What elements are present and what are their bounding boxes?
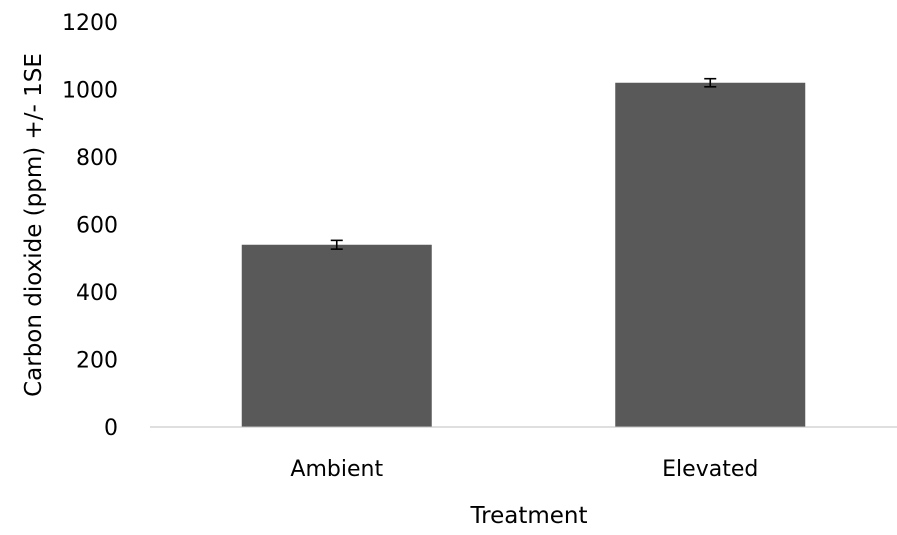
x-category-label: Elevated <box>662 457 758 482</box>
error-bars-group <box>330 77 717 250</box>
bar-elevated <box>615 82 806 427</box>
error-bar-elevated <box>704 77 717 88</box>
y-tick-label: 600 <box>76 214 118 239</box>
y-tick-label: 0 <box>104 416 118 441</box>
y-tick-label: 800 <box>76 146 118 171</box>
x-axis-title: Treatment <box>469 503 587 529</box>
x-category-labels: Ambient Elevated <box>290 457 758 482</box>
x-category-label: Ambient <box>290 457 383 482</box>
y-tick-label: 1200 <box>62 11 118 36</box>
bars-group <box>241 82 806 427</box>
y-tick-label: 1000 <box>62 79 118 104</box>
y-tick-labels: 0 200 400 600 800 1000 1200 <box>62 11 118 441</box>
y-axis-title: Carbon dioxide (ppm) +/- 1SE <box>21 53 47 397</box>
bar-ambient <box>241 244 432 427</box>
y-tick-label: 200 <box>76 349 118 374</box>
y-tick-label: 400 <box>76 281 118 306</box>
error-bar-ambient <box>330 239 343 250</box>
